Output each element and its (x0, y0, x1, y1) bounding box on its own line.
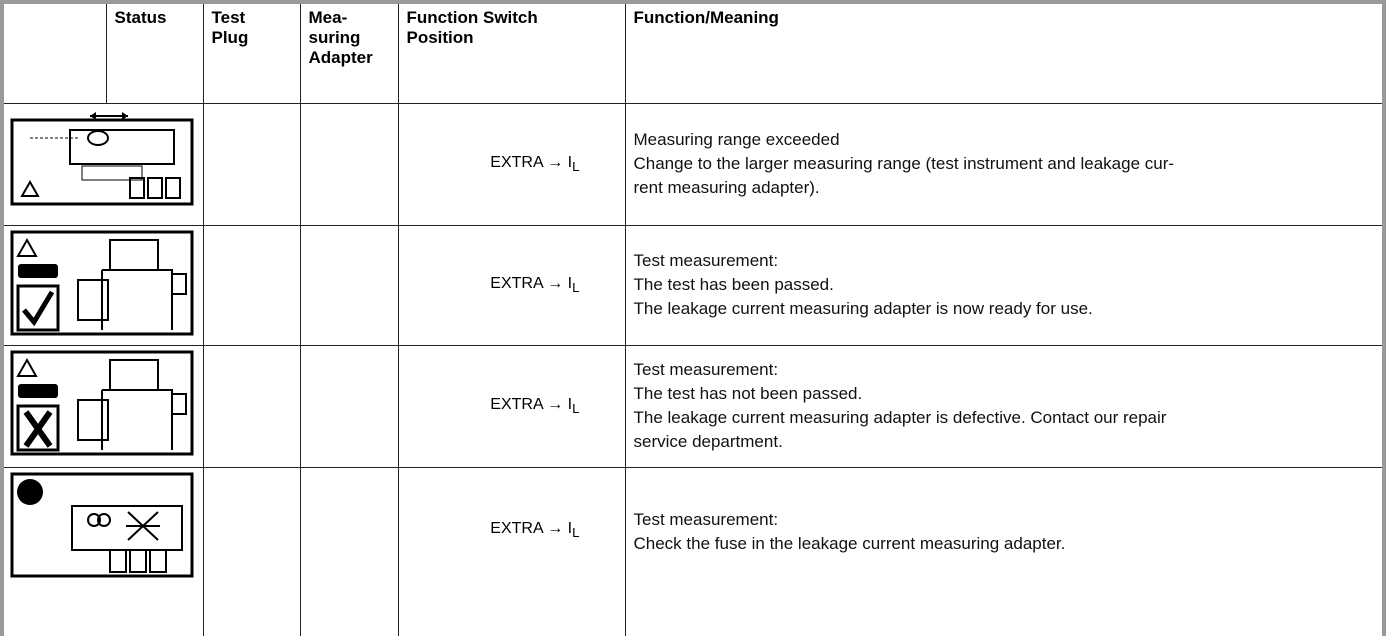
meaning-line: Check the fuse in the leakage current me… (633, 533, 1066, 553)
meaning-line: The leakage current measuring adapter is… (633, 408, 1167, 427)
test-plug-cell (202, 224, 301, 346)
meaning-line: service department. (633, 432, 783, 451)
adapter-cell (299, 224, 399, 346)
row: EXTRA → IL Test measurement: The test has … (4, 224, 1382, 346)
switch-sub: L (572, 159, 580, 175)
header-line: Function/Meaning (633, 8, 779, 27)
meaning-line: Test measurement: (633, 360, 779, 379)
meaning-line: rent measuring adapter). (633, 178, 820, 197)
meaning-cell: Test measurement: Check the fuse in the l… (624, 466, 1382, 636)
meaning-cell: Measuring range exceeded Change to the la… (624, 102, 1382, 226)
test-icon (10, 230, 194, 335)
header-line: Mea- (308, 8, 348, 27)
meaning-line: Change to the larger measuring range (te… (633, 154, 1175, 173)
header-line: Status (114, 8, 167, 27)
meaning-cell: Test measurement: The test has not been p… (624, 344, 1382, 468)
fuse-icon (10, 472, 194, 577)
switch-cell: EXTRA → IL (397, 344, 626, 468)
switch-text: EXTRA → I (490, 395, 573, 413)
adapter-cell (299, 102, 399, 226)
header: Function/Meaning (624, 4, 1382, 104)
header-row: Status Test Plug Mea-suring Adapter Functi… (4, 4, 1382, 104)
header-line: Position (406, 28, 474, 47)
header-line: Plug (211, 28, 249, 47)
switch-cell: EXTRA → IL (397, 466, 626, 636)
switch-text: EXTRA → I (490, 519, 573, 537)
meaning-line: The test has not been passed. (633, 384, 863, 403)
meaning-line: The test has been passed. (633, 275, 834, 294)
row: EXTRA → IL Test measurement: Check the fus… (4, 466, 1382, 636)
switch-sub: L (572, 524, 580, 540)
meaning-line: Test measurement: (633, 251, 779, 270)
test-icon (10, 350, 194, 455)
adapter-cell (299, 344, 399, 468)
meaning-line: Test measurement: (633, 509, 779, 529)
header: Status (105, 4, 204, 104)
meaning-line: The leakage current measuring adapter is… (633, 299, 1093, 318)
header-line: Adapter (308, 48, 373, 67)
icon-cell (4, 466, 204, 636)
row: EXTRA → IL Measuring range exceeded Change… (4, 102, 1382, 226)
switch-cell: EXTRA → IL (397, 224, 626, 346)
header: Mea-suring Adapter (299, 4, 399, 104)
header: Function Switch Position (397, 4, 626, 104)
icon-cell (4, 102, 204, 226)
test-plug-cell (202, 344, 301, 468)
test-plug-cell (202, 102, 301, 226)
switch-text: EXTRA → I (490, 153, 573, 171)
switch-cell: EXTRA → IL (397, 102, 626, 226)
blank-header (4, 4, 107, 104)
header-line: Test (211, 8, 246, 27)
meaning-cell: Test measurement: The test has been passe… (624, 224, 1382, 346)
meaning-line: Measuring range exceeded (633, 130, 840, 149)
switch-sub: L (572, 280, 580, 296)
row: EXTRA → IL Test measurement: The test has … (4, 344, 1382, 468)
header-line: Function Switch (406, 8, 538, 27)
status-table: Status Test Plug Mea-suring Adapter Functi… (4, 4, 1382, 636)
adapter-cell (299, 466, 399, 636)
icon-cell (4, 344, 204, 468)
test-plug-cell (202, 466, 301, 636)
icon-cell (4, 224, 204, 346)
header: Test Plug (202, 4, 301, 104)
switch-text: EXTRA → I (490, 274, 573, 292)
range-icon (10, 111, 194, 205)
switch-sub: L (572, 401, 580, 417)
header-line: suring (308, 28, 361, 47)
